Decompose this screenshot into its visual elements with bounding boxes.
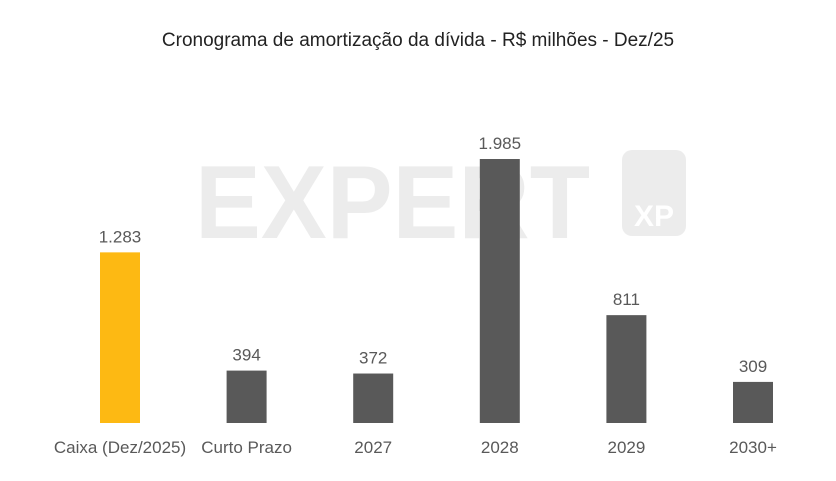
bar-6 <box>733 381 773 423</box>
value-label-6: 309 <box>739 357 767 376</box>
bar-3 <box>353 373 394 423</box>
value-label-2: 394 <box>232 346 260 365</box>
category-label-4: 2028 <box>481 438 519 457</box>
bar-5 <box>606 315 647 423</box>
category-labels-layer: Caixa (Dez/2025) Curto Prazo 2027 2028 2029 2… <box>54 438 777 457</box>
chart-title: Cronograma de amortização da dívida - R$… <box>161 30 675 51</box>
watermark-badge-text: XP <box>634 200 674 233</box>
value-labels-layer: 1.283 394 372 1.985 811 309 <box>99 134 767 376</box>
category-label-5: 2029 <box>607 438 645 457</box>
expert-xp-watermark: EXPERT XP <box>195 145 686 261</box>
bar-2 <box>226 370 267 423</box>
bars-layer <box>100 159 773 423</box>
value-label-4: 1.985 <box>479 134 522 153</box>
value-label-1: 1.283 <box>99 227 142 246</box>
category-label-2: Curto Prazo <box>201 438 292 457</box>
category-label-1: Caixa (Dez/2025) <box>54 438 186 457</box>
value-label-3: 372 <box>359 349 387 368</box>
bar-1 <box>100 252 140 423</box>
value-label-5: 811 <box>613 290 640 309</box>
category-label-6: 2030+ <box>729 438 777 457</box>
category-label-3: 2027 <box>354 438 392 457</box>
watermark-text: EXPERT <box>195 145 590 261</box>
watermark-badge <box>622 150 686 236</box>
bar-4 <box>479 159 520 423</box>
